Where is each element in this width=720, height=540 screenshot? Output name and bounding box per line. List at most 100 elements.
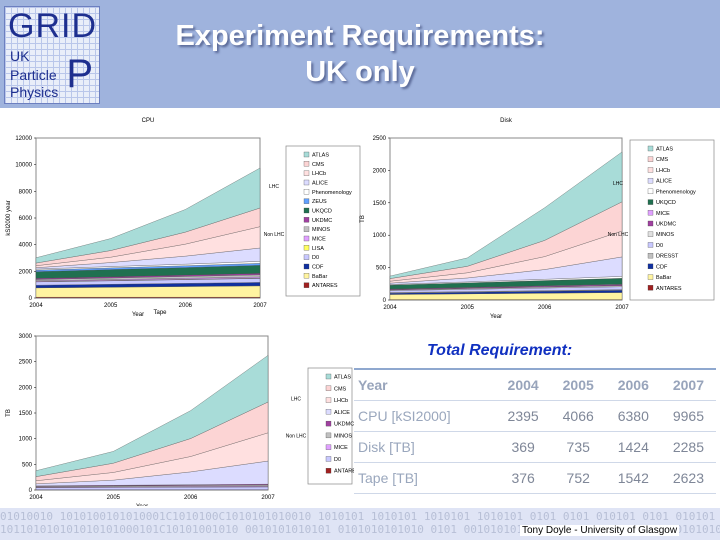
legend-label: ZEUS (312, 199, 327, 205)
chart-title: Disk (500, 118, 513, 124)
y-tick-label: 1500 (19, 411, 33, 417)
legend-label: ATLAS (334, 375, 351, 381)
y-tick-label: 1000 (373, 233, 387, 239)
row-label: Disk [TB] (354, 431, 496, 463)
x-tick-label: 2007 (261, 495, 275, 501)
y-tick-label: 6000 (19, 216, 33, 222)
legend-label: CMS (312, 162, 325, 168)
y-tick-label: 1500 (373, 201, 387, 207)
legend-label: ATLAS (312, 153, 329, 159)
legend-swatch (325, 409, 332, 415)
legend-swatch (325, 420, 332, 427)
legend-swatch (647, 145, 654, 152)
legend-swatch (647, 231, 654, 237)
y-tick-label: 2500 (19, 360, 33, 366)
x-tick-label: 2006 (538, 305, 552, 311)
legend-swatch (303, 198, 310, 204)
disk-chart: Disk 0 500 1000 1500 2000 2500 2004 2005 2006 2007… (356, 112, 718, 332)
legend-label: LISA (312, 246, 324, 252)
y-axis-label: TB (6, 409, 12, 417)
legend-label: UKDMC (312, 218, 332, 224)
legend-label: ALICE (312, 181, 328, 187)
total-requirement-title: Total Requirement: (427, 342, 573, 359)
legend-swatch (303, 235, 310, 242)
y-tick-label: 2500 (373, 136, 387, 142)
y-tick-label: 0 (29, 488, 33, 494)
legend-swatch (647, 177, 654, 184)
table-cell: 735 (550, 431, 606, 463)
x-tick-label: 2004 (29, 495, 43, 501)
legend-label: DRESST (656, 254, 679, 260)
legend-label: LHCb (334, 398, 348, 404)
table-cell: 2007 (660, 370, 716, 401)
legend-group-lhc: LHC (269, 184, 279, 190)
legend-label: UKQCD (312, 209, 332, 215)
legend-swatch (303, 170, 310, 176)
x-axis-label: Year (490, 314, 502, 320)
x-tick-label: 2007 (253, 303, 267, 309)
y-tick-label: 1000 (19, 437, 33, 443)
x-axis-label: Year (136, 504, 148, 506)
legend-label: ATLAS (656, 147, 673, 153)
author-credit: Tony Doyle - University of Glasgow (520, 525, 680, 536)
legend-label: LHCb (656, 168, 670, 174)
slide-header: GRID P UK Particle Physics Experiment Re… (0, 0, 720, 108)
legend-label: CDF (312, 265, 324, 271)
legend-label: ANTARES (656, 286, 682, 292)
table-cell: 2623 (660, 462, 716, 494)
legend-label: MINOS (334, 433, 352, 439)
area-atlas (389, 151, 623, 279)
y-tick-label: 2000 (373, 168, 387, 174)
area-atlas (35, 355, 269, 477)
legend-label: D0 (312, 255, 319, 261)
legend-label: LHCb (312, 171, 326, 177)
table-header-row: Year 2004 2005 2006 2007 (354, 370, 716, 401)
tape-chart-svg: 0 500 1000 1500 2000 2500 3000 2004 2005 2006 2007… (6, 334, 354, 506)
legend-group-lhc: LHC (613, 181, 623, 187)
gridpp-logo: GRID P UK Particle Physics (4, 6, 100, 104)
legend-label: D0 (334, 457, 341, 463)
legend-label: MINOS (656, 232, 674, 238)
table-cell: 2004 (495, 370, 551, 401)
logo-particle-text: Particle (10, 67, 57, 83)
legend-swatch (647, 167, 654, 173)
legend-swatch (325, 397, 332, 403)
legend-swatch (325, 456, 332, 462)
y-axis-label: kSI2000 year (6, 200, 12, 235)
legend-label: CMS (656, 157, 669, 163)
legend-swatch (647, 274, 654, 280)
cpu-chart: CPU 0 2000 4000 6000 8000 10000 12000 2004 2005 20… (2, 112, 364, 322)
legend-swatch (325, 444, 332, 450)
logo-grid-text: GRID (8, 7, 97, 45)
x-tick-label: 2004 (383, 305, 397, 311)
legend-swatch (325, 432, 332, 439)
x-tick-label: 2007 (615, 305, 629, 311)
legend-label: MICE (334, 445, 348, 451)
legend-swatch (647, 242, 654, 248)
legend-label: MICE (312, 237, 326, 243)
legend-swatch (647, 156, 654, 162)
legend-swatch (647, 220, 654, 227)
legend-label: ANTARES (334, 469, 354, 475)
legend-label: BaBar (312, 274, 327, 280)
legend-label: UKDMC (656, 222, 676, 228)
row-label: Year (354, 370, 496, 401)
slide-title: Experiment Requirements: UK only (120, 18, 600, 90)
legend-swatch (303, 217, 310, 223)
logo-physics-text: Physics (10, 84, 59, 100)
logo-uk-text: UK (10, 48, 30, 64)
legend-swatch (647, 210, 654, 216)
x-tick-label: 2006 (184, 495, 198, 501)
legend-label: ALICE (656, 179, 672, 185)
total-requirement-table: Year 2004 2005 2006 2007 CPU [kSI2000] 2395 406… (354, 368, 716, 496)
y-tick-label: 500 (22, 462, 33, 468)
legend-swatch (303, 245, 310, 251)
legend-swatch (303, 189, 310, 195)
legend-swatch (303, 273, 310, 279)
legend-label: D0 (656, 243, 663, 249)
cpu-chart-svg: CPU 0 2000 4000 6000 8000 10000 12000 2004 2005 20… (6, 118, 361, 318)
tape-chart: 0 500 1000 1500 2000 2500 3000 2004 2005 2006 2007… (2, 328, 354, 506)
title-line1: Experiment Requirements: (175, 20, 545, 52)
legend-swatch (647, 252, 654, 259)
legend-swatch (325, 373, 332, 380)
